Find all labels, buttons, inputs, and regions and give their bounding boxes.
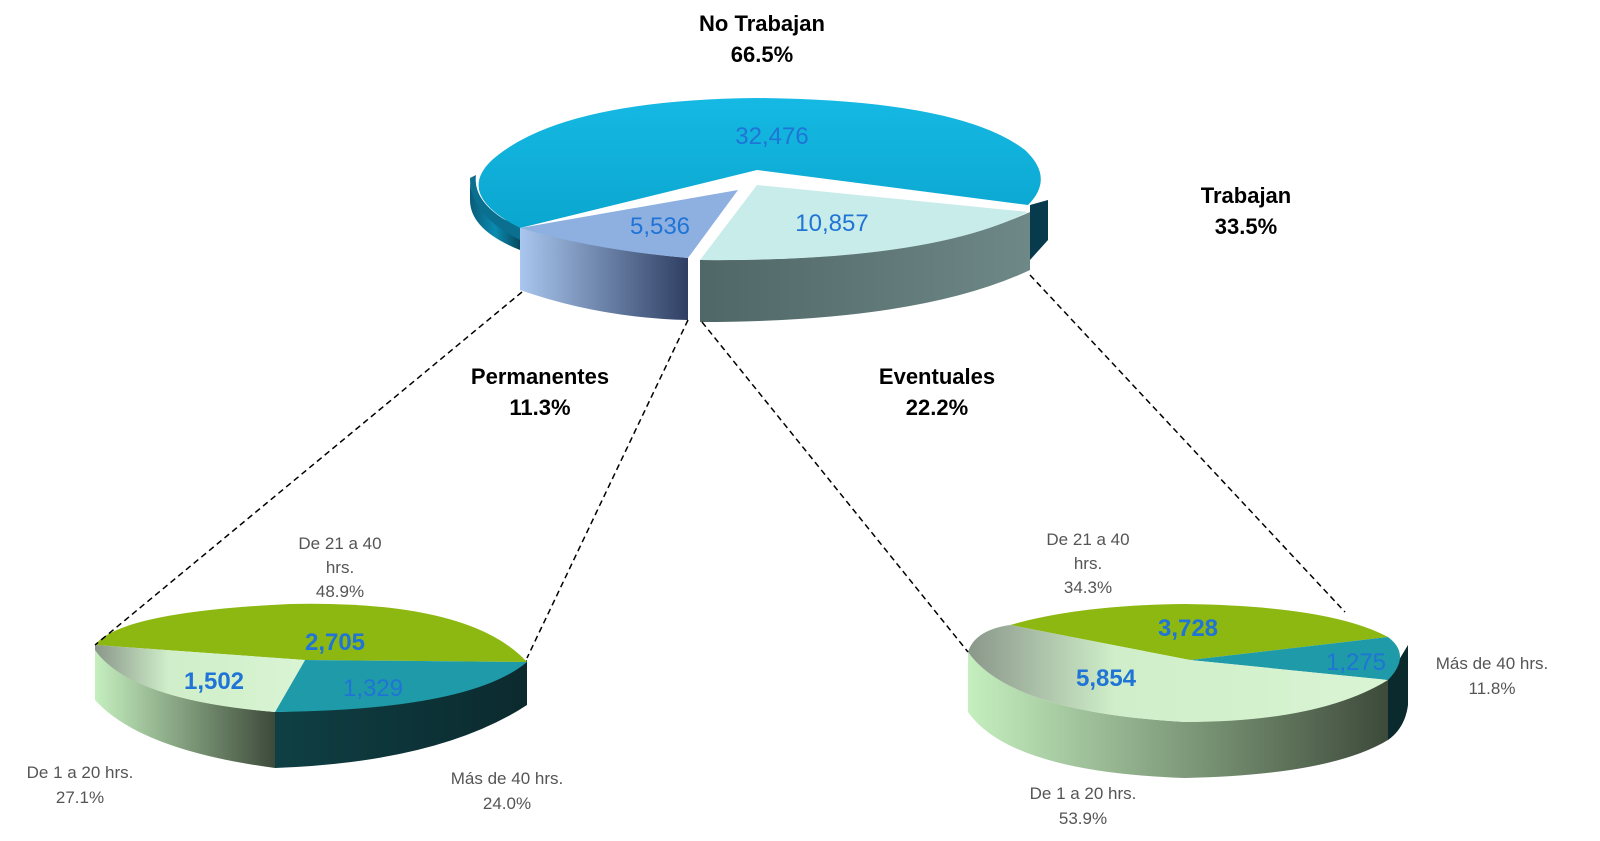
right-pie-slice-mas-de-40: [1190, 637, 1400, 680]
right-pie-side-light: [968, 652, 1388, 778]
value-label-eventuales: 10,857: [795, 210, 868, 237]
right-pie-slice-de-1-a-20: [968, 625, 1388, 722]
value-label-no-trabajan: 32,476: [735, 123, 808, 150]
label-permanentes-title: Permanentes: [471, 364, 609, 389]
right-pie-slice-de-21-a-40: [1010, 604, 1388, 660]
value-label-left-de-21-a-40: 2,705: [305, 629, 365, 656]
label-permanentes-pct: 11.3%: [509, 395, 570, 420]
label-eventuales-title: Eventuales: [879, 364, 995, 389]
left-label-de-21-a-40-pct: 48.9%: [316, 582, 364, 601]
value-label-left-mas-de-40: 1,329: [343, 675, 403, 702]
value-label-left-de-1-a-20: 1,502: [184, 668, 244, 695]
label-eventuales-pct: 22.2%: [906, 395, 968, 420]
label-trabajan-pct: 33.5%: [1215, 214, 1277, 239]
pie-slice-permanentes-side: [520, 228, 688, 320]
leader-lines: [94, 274, 1346, 659]
right-label-de-21-a-40-a: De 21 a 40: [1046, 530, 1129, 549]
left-pie-slice-de-21-a-40: [95, 603, 527, 662]
leader-even-left: [701, 321, 969, 653]
left-label-mas-de-40-pct: 24.0%: [483, 794, 531, 813]
label-trabajan-title: Trabajan: [1201, 183, 1291, 208]
main-pie: [470, 98, 1048, 322]
pie-slice-permanentes: [520, 190, 738, 258]
pie-slice-no-trabajan-rim: [470, 175, 520, 240]
right-pie: [968, 604, 1408, 778]
leader-perm-left: [94, 291, 523, 646]
left-pie-side-light: [95, 650, 275, 768]
left-label-de-1-a-20-pct: 27.1%: [56, 788, 104, 807]
left-label-mas-de-40: Más de 40 hrs.: [451, 769, 563, 788]
pie-slice-no-trabajan-side-right: [1030, 200, 1048, 260]
left-label-de-21-a-40-b: hrs.: [326, 558, 354, 577]
leader-perm-right: [526, 319, 689, 659]
left-label-de-21-a-40-a: De 21 a 40: [298, 534, 381, 553]
value-label-right-de-21-a-40: 3,728: [1158, 615, 1218, 642]
pie-slice-eventuales: [700, 185, 1028, 261]
right-pie-side-teal: [1388, 645, 1408, 740]
label-no-trabajan-pct: 66.5%: [731, 42, 793, 67]
right-label-de-21-a-40-b: hrs.: [1074, 554, 1102, 573]
label-no-trabajan-title: No Trabajan: [699, 11, 825, 36]
left-label-de-1-a-20: De 1 a 20 hrs.: [27, 763, 134, 782]
right-label-de-21-a-40-pct: 34.3%: [1064, 578, 1112, 597]
value-label-right-mas-de-40: 1,275: [1326, 649, 1386, 676]
value-label-right-de-1-a-20: 5,854: [1076, 665, 1137, 692]
right-label-de-1-a-20: De 1 a 20 hrs.: [1030, 784, 1137, 803]
value-label-permanentes: 5,536: [630, 213, 690, 240]
right-label-mas-de-40-pct: 11.8%: [1469, 679, 1516, 698]
left-pie-slice-mas-de-40: [275, 660, 527, 712]
pie-slice-no-trabajan: [478, 98, 1041, 228]
right-label-mas-de-40: Más de 40 hrs.: [1436, 654, 1548, 673]
left-pie: [95, 603, 527, 768]
left-pie-slice-de-1-a-20: [95, 645, 305, 712]
leader-even-right: [1029, 274, 1346, 613]
right-label-de-1-a-20-pct: 53.9%: [1059, 809, 1107, 828]
